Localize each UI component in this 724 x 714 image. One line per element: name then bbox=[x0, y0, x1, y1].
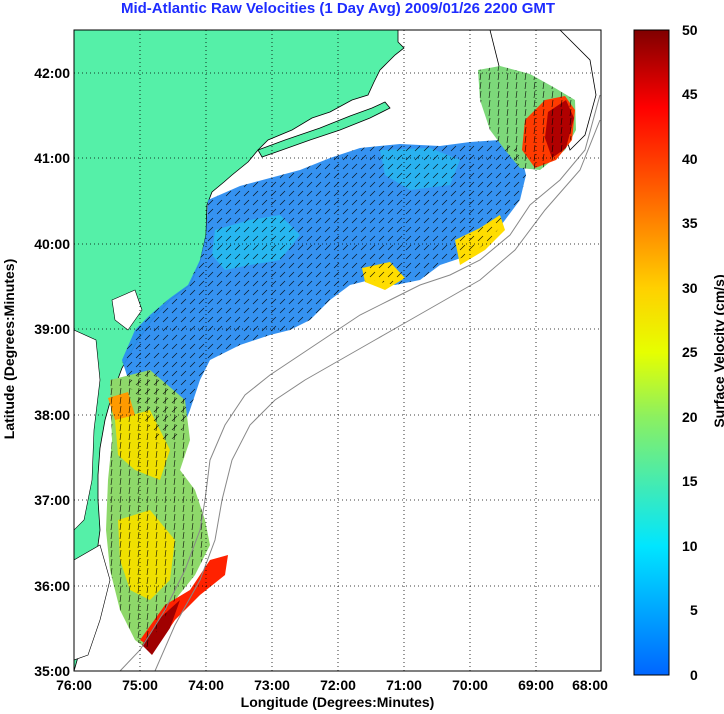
colorbar-tick-label: 20 bbox=[682, 409, 698, 425]
coastline-land bbox=[74, 30, 405, 671]
chesapeake-bay bbox=[74, 329, 101, 531]
bathymetry-contour bbox=[119, 94, 601, 671]
y-tick-label: 38:00 bbox=[34, 407, 70, 423]
colorbar bbox=[633, 29, 670, 676]
y-tick-label: 36:00 bbox=[34, 578, 70, 594]
x-tick-label: 70:00 bbox=[452, 677, 488, 693]
colorbar-tick-label: 50 bbox=[682, 22, 698, 38]
colorbar-tick-label: 45 bbox=[682, 86, 698, 102]
colorbar-tick-label: 40 bbox=[682, 151, 698, 167]
bathymetry-contour-2 bbox=[154, 119, 601, 671]
grid bbox=[74, 30, 601, 671]
colorbar-tick-label: 10 bbox=[682, 538, 698, 554]
colorbar-tick-label: 35 bbox=[682, 215, 698, 231]
colorbar-tick-label: 15 bbox=[682, 473, 698, 489]
x-axis-label: Longitude (Degrees:Minutes) bbox=[240, 694, 435, 710]
velocity-vectors-main bbox=[122, 140, 526, 445]
long-island bbox=[257, 101, 391, 158]
velocity-vectors-northeast bbox=[478, 66, 576, 170]
x-tick-label: 69:00 bbox=[518, 677, 554, 693]
x-tick-label: 74:00 bbox=[188, 677, 224, 693]
colorbar-tick-label: 0 bbox=[690, 667, 698, 683]
x-tick-label: 76:00 bbox=[56, 677, 92, 693]
x-tick-label: 75:00 bbox=[122, 677, 158, 693]
y-tick-label: 41:00 bbox=[34, 150, 70, 166]
x-tick-label: 71:00 bbox=[386, 677, 422, 693]
pamlico-sound bbox=[74, 544, 111, 661]
colorbar-ticks: 50 45 40 35 30 25 20 15 10 5 0 bbox=[682, 22, 698, 683]
y-tick-label: 40:00 bbox=[34, 236, 70, 252]
y-tick-label: 39:00 bbox=[34, 321, 70, 337]
x-axis-ticks: 76:00 75:00 74:00 73:00 72:00 71:00 70:0… bbox=[56, 677, 608, 693]
colorbar-tick-label: 25 bbox=[682, 344, 698, 360]
x-tick-label: 72:00 bbox=[320, 677, 356, 693]
colorbar-tick-label: 5 bbox=[690, 602, 698, 618]
map-title: Mid-Atlantic Raw Velocities (1 Day Avg) … bbox=[120, 0, 556, 17]
delaware-bay bbox=[111, 289, 143, 331]
x-tick-label: 68:00 bbox=[572, 677, 608, 693]
y-tick-label: 37:00 bbox=[34, 492, 70, 508]
velocity-vectors-south bbox=[106, 370, 210, 650]
y-axis-ticks: 42:00 41:00 40:00 39:00 38:00 37:00 36:0… bbox=[34, 65, 70, 679]
y-tick-label: 42:00 bbox=[34, 65, 70, 81]
x-tick-label: 73:00 bbox=[254, 677, 290, 693]
colorbar-tick-label: 30 bbox=[682, 280, 698, 296]
y-tick-label: 35:00 bbox=[34, 663, 70, 679]
